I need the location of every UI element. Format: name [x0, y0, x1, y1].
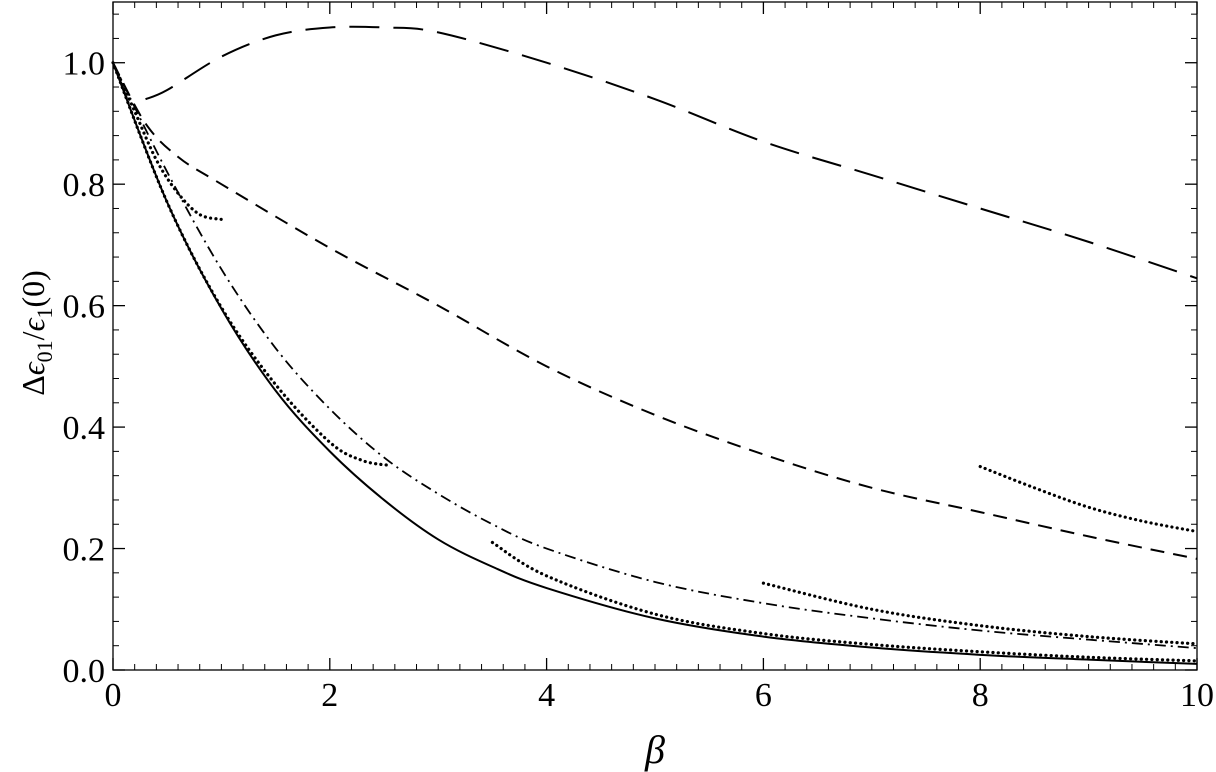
y-tick-label: 0.0 [63, 653, 106, 690]
x-tick-label: 8 [972, 677, 989, 714]
x-tick-label: 2 [321, 677, 338, 714]
series-line-dotted [978, 464, 1199, 534]
series-line-dotted [761, 581, 1199, 646]
y-tick-label: 0.8 [63, 167, 106, 204]
x-tick-label: 6 [755, 677, 772, 714]
series-line-dash [112, 62, 1198, 560]
x-tick-label: 0 [105, 677, 122, 714]
x-axis-label: β [644, 727, 665, 772]
y-label-eps2: ϵ [15, 317, 51, 331]
y-label-sub2: 1 [32, 308, 57, 319]
y-tick-label: 1.0 [63, 46, 106, 83]
series-line-dotted [490, 540, 1199, 663]
x-tick-label: 4 [538, 677, 555, 714]
y-tick-label: 0.2 [63, 532, 106, 569]
y-axis-label: Δϵ01/ϵ1(0) [15, 270, 57, 396]
y-label-eps: ϵ [15, 361, 51, 375]
series-line-dotted [116, 73, 223, 221]
data-layer [111, 25, 1199, 665]
series-line-solid [112, 62, 1198, 665]
plot-frame [112, 1, 1198, 671]
y-tick-label: 0.4 [63, 410, 106, 447]
y-tick-label: 0.6 [63, 289, 106, 326]
y-label-slash: / [15, 331, 51, 340]
ticks-layer: 0 2 4 6 8 10 0.0 0.2 0.4 0.6 0.8 1.0 [63, 2, 1214, 714]
y-label-delta: Δ [15, 375, 51, 396]
series-line-long-dash [145, 25, 1198, 280]
y-label-tail: (0) [15, 270, 51, 307]
series-line-dotted [111, 61, 392, 467]
y-label-sub1: 01 [32, 340, 57, 362]
series-line-dash-dot [112, 62, 1198, 650]
x-tick-label: 10 [1180, 677, 1214, 714]
